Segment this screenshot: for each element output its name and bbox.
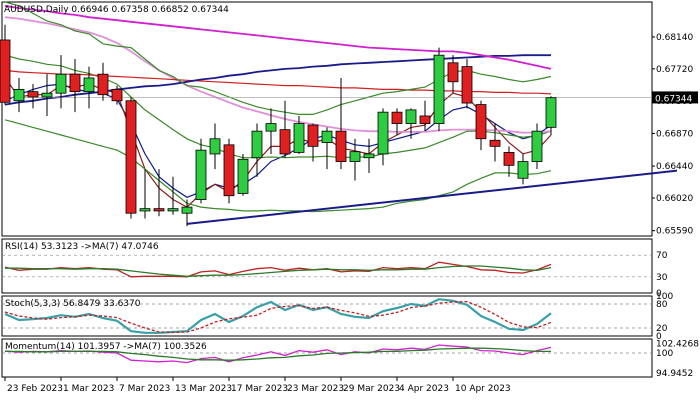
indicator-title: Stoch(5,3,3) 56.8479 33.6370 <box>5 299 141 309</box>
y-tick-label: 0.66870 <box>656 129 693 139</box>
candle-body <box>251 130 263 159</box>
candle-body <box>167 208 179 212</box>
candle-body <box>489 139 501 147</box>
candle-body <box>545 97 557 128</box>
x-tick-label: 1 Mar 2023 <box>63 384 114 394</box>
candle-body <box>69 73 81 93</box>
price-line-4 <box>4 69 552 95</box>
candle-body <box>111 88 123 102</box>
candle-body <box>83 77 95 93</box>
x-tick-label: 23 Mar 2023 <box>287 384 344 394</box>
candle-body <box>517 161 529 179</box>
candle-body <box>335 130 347 162</box>
price-line-8 <box>4 119 552 213</box>
indicator-tick-label: 100 <box>656 292 673 302</box>
candle-body <box>41 92 53 98</box>
candle-body <box>181 206 193 214</box>
candle-body <box>293 123 305 153</box>
x-tick-label: 23 Feb 2023 <box>7 384 63 394</box>
x-tick-label: 10 Apr 2023 <box>455 384 511 394</box>
indicator-tick-label: 80 <box>656 300 668 310</box>
candle-body <box>377 111 389 155</box>
indicator-title: Momentum(14) 101.3957 ->MA(7) 100.3526 <box>5 342 207 352</box>
candle-body <box>13 88 25 102</box>
indicator-line-1 <box>4 300 552 334</box>
candle-body <box>153 208 165 212</box>
candle-body <box>125 100 137 214</box>
y-tick-label: 0.65590 <box>656 227 693 237</box>
indicator-tick-label: 94.9452 <box>656 369 693 379</box>
y-tick-label: 0.68140 <box>656 33 693 43</box>
chart-title: AUDUSD,Daily 0.66946 0.67358 0.66852 0.6… <box>4 5 229 15</box>
indicator-line-1 <box>5 265 552 277</box>
candle-body <box>27 91 39 98</box>
candle-body <box>349 151 361 162</box>
indicator-tick-label: 0 <box>656 332 662 342</box>
price-line-5 <box>4 54 551 106</box>
x-tick-label: 4 Apr 2023 <box>399 384 449 394</box>
x-tick-label: 17 Mar 2023 <box>231 384 288 394</box>
price-line-3 <box>4 16 552 134</box>
price-line-7 <box>4 1 552 116</box>
candle-body <box>531 130 543 162</box>
candle-body <box>265 123 277 132</box>
x-tick-label: 29 Mar 2023 <box>343 384 400 394</box>
last-price-label: 0.67344 <box>655 94 692 104</box>
candle-body <box>223 144 235 197</box>
indicator-tick-label: 20 <box>656 324 668 334</box>
candle-body <box>307 124 319 147</box>
last-price-tag <box>652 91 698 104</box>
candle-body <box>433 54 445 124</box>
candle-body <box>195 149 207 200</box>
y-tick-label: 0.67720 <box>656 65 693 75</box>
candle-body <box>139 208 151 212</box>
candle-body <box>447 62 459 83</box>
y-tick-label: 0.66020 <box>656 194 693 204</box>
candle-body <box>209 138 221 155</box>
candle-body <box>55 73 67 94</box>
candle-body <box>321 130 333 143</box>
candle-body <box>461 66 473 104</box>
candle-body <box>279 129 291 155</box>
pane-frame-2 <box>1 295 653 337</box>
candle-body <box>97 73 109 96</box>
indicator-tick-label: 30 <box>656 273 668 283</box>
price-line-6 <box>4 4 552 70</box>
pane-frame-3 <box>1 338 653 378</box>
indicator-tick-label: 0 <box>656 289 662 299</box>
pane-frame-1 <box>1 238 653 294</box>
candle-body <box>503 152 515 166</box>
y-tick-label: 0.66440 <box>656 162 693 172</box>
x-tick-label: 13 Mar 2023 <box>175 384 232 394</box>
indicator-title: RSI(14) 53.3123 ->MA(7) 47.0746 <box>5 242 159 252</box>
candle-body <box>405 109 417 124</box>
price-line-1 <box>4 77 552 208</box>
candle-body <box>475 104 487 140</box>
trendline-0 <box>186 169 678 225</box>
candle-body <box>0 39 11 103</box>
candle-body <box>419 115 431 124</box>
indicator-tick-label: 70 <box>656 251 668 261</box>
indicator-tick-label: 100 <box>656 349 673 359</box>
candle-body <box>391 111 403 124</box>
x-tick-label: 7 Mar 2023 <box>119 384 170 394</box>
candle-body <box>237 158 249 194</box>
candle-body <box>363 153 375 159</box>
indicator-line-1 <box>5 347 551 361</box>
indicator-tick-label: 102.4268 <box>656 339 699 349</box>
